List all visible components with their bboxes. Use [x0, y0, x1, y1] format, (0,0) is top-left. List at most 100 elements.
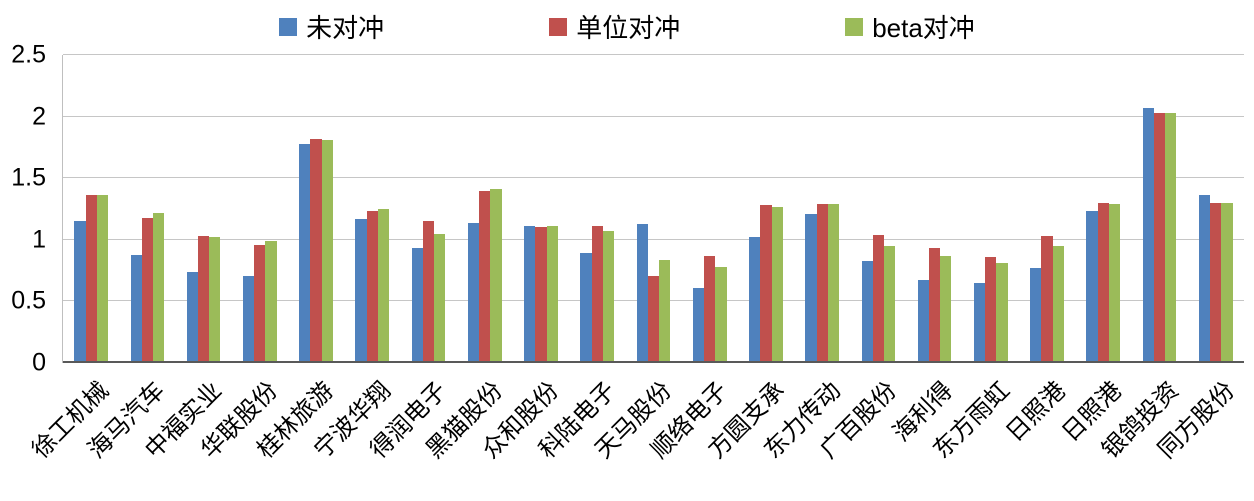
bar-group: [175, 55, 231, 363]
bar: [1041, 236, 1053, 363]
y-tick-label: 0: [32, 348, 46, 377]
bar: [816, 204, 828, 363]
bar: [411, 248, 423, 363]
bar: [884, 245, 896, 363]
bar: [85, 195, 97, 363]
gridline: [63, 115, 1244, 117]
bar: [254, 244, 266, 363]
bar: [771, 206, 783, 363]
bar: [861, 260, 873, 363]
legend-swatch-icon: [279, 17, 298, 36]
bar: [299, 143, 311, 363]
bar-group: [457, 55, 513, 363]
bar: [1198, 195, 1211, 363]
bar: [1221, 202, 1233, 363]
bar: [1142, 107, 1154, 363]
bar-group: [907, 55, 963, 363]
bar: [422, 221, 435, 363]
bar: [1086, 211, 1098, 363]
bar: [602, 231, 615, 363]
bar: [692, 287, 705, 363]
bar: [130, 254, 142, 363]
bar: [1097, 202, 1109, 363]
bar-group: [963, 55, 1019, 363]
bar: [467, 222, 480, 363]
bar-group: [850, 55, 906, 363]
legend-label: 未对冲: [306, 13, 385, 43]
bar: [546, 226, 558, 363]
bar: [524, 226, 536, 363]
chart-legend: 未对冲 单位对冲 beta对冲: [0, 8, 1254, 45]
bar: [917, 280, 930, 363]
bar-group: [1019, 55, 1075, 363]
bar: [872, 234, 885, 363]
bar-group: [232, 55, 288, 363]
bar: [929, 248, 941, 363]
bar: [1165, 112, 1177, 363]
bar: [636, 223, 648, 363]
bar: [974, 282, 986, 363]
legend-swatch-icon: [549, 17, 568, 36]
bar: [1030, 268, 1042, 363]
bar: [265, 241, 277, 363]
gridline: [63, 177, 1244, 179]
bar: [940, 255, 952, 363]
bar: [186, 271, 198, 363]
bar: [74, 221, 86, 363]
bar: [580, 253, 592, 363]
bar: [479, 190, 491, 363]
bar: [1052, 245, 1064, 363]
y-tick-label: 1: [32, 225, 46, 254]
bar: [535, 227, 547, 363]
bar: [152, 212, 165, 363]
bar: [985, 257, 997, 363]
bar-group: [682, 55, 738, 363]
bar-group: [344, 55, 400, 363]
bar: [355, 218, 367, 363]
bar: [141, 217, 153, 363]
bar: [321, 140, 333, 363]
gridline: [63, 54, 1244, 55]
legend-item: 未对冲: [279, 8, 384, 45]
bar: [647, 275, 660, 363]
y-tick-label: 2.5: [11, 40, 46, 69]
bar-group: [794, 55, 850, 363]
y-tick-label: 0.5: [11, 286, 46, 315]
legend-swatch-icon: [845, 17, 864, 36]
bar: [659, 259, 671, 363]
bar: [310, 138, 322, 363]
bar: [805, 213, 817, 363]
bar: [1210, 202, 1222, 363]
bar: [704, 255, 716, 363]
y-axis: 0 0.5 1 1.5 2 2.5: [0, 41, 54, 377]
bar: [1153, 112, 1166, 363]
bar-group: [63, 55, 119, 363]
bar: [760, 205, 772, 363]
bar-group: [1075, 55, 1131, 363]
bar-group: [400, 55, 456, 363]
x-tick-label: 日照港: [1001, 376, 1072, 447]
legend-label: beta对冲: [872, 13, 975, 43]
bar-group: [513, 55, 569, 363]
bar-group: [119, 55, 175, 363]
x-axis-labels: 徐工机械 海马汽车 中福实业 华联股份 桂林旅游 宁波华翔 得润电子 黑猫股份 众和股份 科陆电子…: [27, 366, 1244, 498]
gridline: [63, 238, 1244, 240]
y-tick-label: 1.5: [11, 163, 46, 192]
bar: [827, 204, 840, 363]
bar: [242, 275, 255, 363]
bar: [591, 226, 603, 363]
bar: [366, 211, 378, 363]
bar: [377, 209, 390, 363]
bar: [749, 237, 761, 363]
x-axis-line: [63, 361, 1244, 363]
bar: [490, 189, 502, 363]
bar: [1108, 204, 1121, 363]
bar: [434, 233, 446, 363]
bar: [96, 195, 108, 363]
bar-group: [1188, 55, 1244, 363]
legend-item: beta对冲: [845, 8, 975, 45]
bar-group: [625, 55, 681, 363]
bar: [715, 266, 727, 363]
legend-item: 单位对冲: [549, 8, 680, 45]
